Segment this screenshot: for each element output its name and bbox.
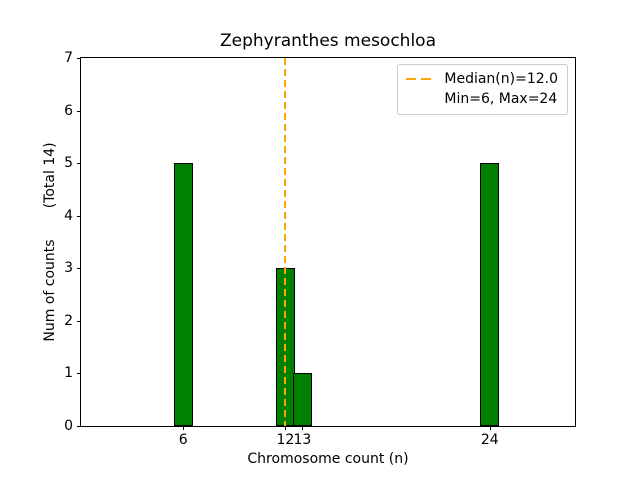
x-tick-label-24: 24 xyxy=(480,432,499,448)
y-tick-4 xyxy=(77,215,81,217)
y-tick-label-4: 4 xyxy=(64,207,73,224)
x-tick-label-12: 12 xyxy=(276,432,295,448)
y-tick-7 xyxy=(77,58,81,59)
x-tick-label-13: 13 xyxy=(293,432,312,448)
plot-area: Median(n)=12.0 Min=6, Max=24 6 12 13 24 0 1 2 3… xyxy=(64,51,576,448)
y-tick-label-3: 3 xyxy=(64,260,73,277)
legend: Median(n)=12.0 Min=6, Max=24 xyxy=(397,64,568,115)
bar-x6 xyxy=(173,163,193,426)
y-tick-1 xyxy=(77,373,81,375)
x-tick-6 xyxy=(183,426,185,430)
x-tick-24 xyxy=(489,426,491,430)
legend-median-label: Median(n)=12.0 xyxy=(444,71,558,87)
y-axis-label: Num of counts (Total 14) xyxy=(42,142,58,342)
bar-x13 xyxy=(293,373,312,426)
x-axis-label: Chromosome count (n) xyxy=(247,451,409,467)
y-tick-label-5: 5 xyxy=(64,155,73,172)
bar-x24 xyxy=(480,163,500,426)
chart-title: Zephyranthes mesochloa xyxy=(219,31,436,51)
y-tick-2 xyxy=(77,320,81,322)
y-tick-label-7: 7 xyxy=(64,50,73,66)
y-tick-6 xyxy=(77,110,81,112)
x-tick-12 xyxy=(285,426,287,430)
y-tick-3 xyxy=(77,268,81,270)
y-tick-5 xyxy=(77,163,81,165)
y-tick-label-6: 6 xyxy=(64,102,73,119)
median-dashed-line-icon xyxy=(406,78,436,80)
y-tick-0 xyxy=(77,426,81,427)
x-tick-13 xyxy=(302,426,304,430)
legend-row-median: Median(n)=12.0 xyxy=(406,69,558,89)
y-tick-label-1: 1 xyxy=(64,365,73,382)
y-tick-label-0: 0 xyxy=(64,418,73,434)
median-line xyxy=(284,58,287,426)
y-tick-label-2: 2 xyxy=(64,312,73,329)
legend-row-minmax: Min=6, Max=24 xyxy=(406,89,558,109)
x-tick-label-6: 6 xyxy=(178,432,188,448)
legend-minmax-label: Min=6, Max=24 xyxy=(444,91,558,107)
